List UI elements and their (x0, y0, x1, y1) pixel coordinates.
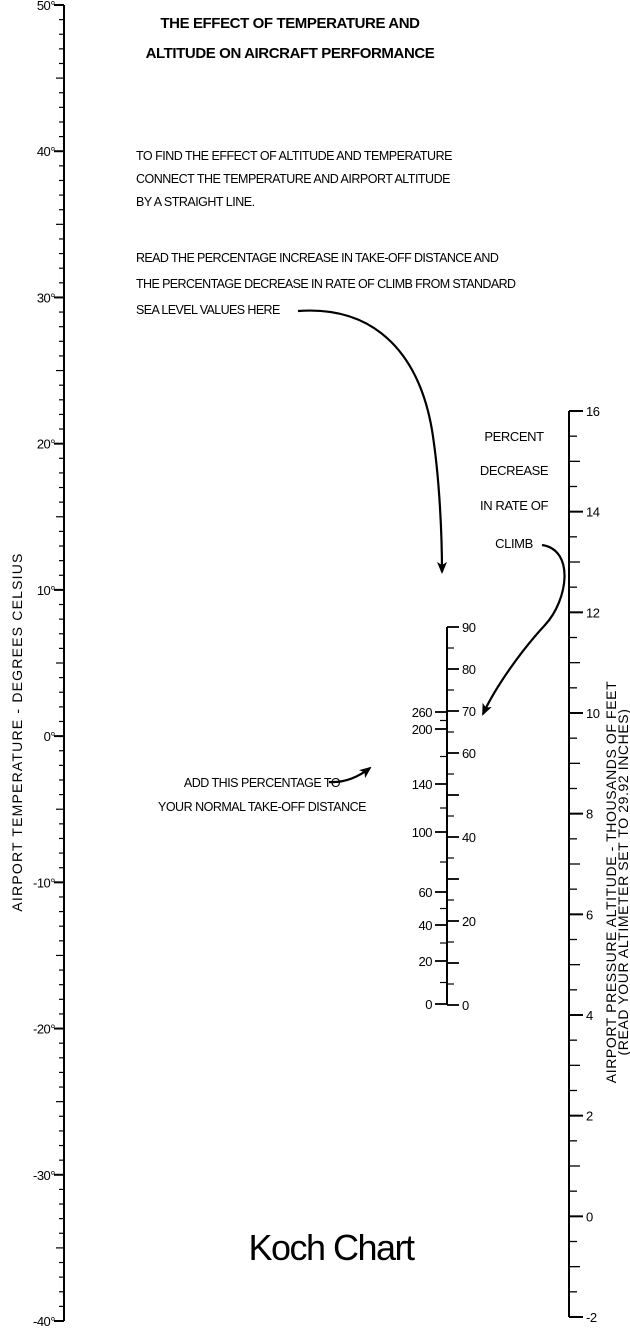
climb-tick-label: 20 (462, 914, 476, 929)
takeoff-tick-label: 140 (412, 777, 432, 792)
chart-title-line2: ALTITUDE ON AIRCRAFT PERFORMANCE (146, 45, 435, 62)
climb-tick-label: 80 (462, 662, 476, 677)
chart-name: Koch Chart (248, 1227, 415, 1268)
instruction-line: CONNECT THE TEMPERATURE AND AIRPORT ALTI… (136, 172, 450, 186)
altitude-tick-label: 10 (586, 706, 600, 721)
instruction-line: SEA LEVEL VALUES HERE (136, 303, 280, 317)
takeoff-tick-label: 20 (419, 954, 433, 969)
altitude-tick-label: 14 (586, 505, 600, 520)
takeoff-tick-label: 100 (412, 825, 432, 840)
read-here-arrow (297, 309, 447, 574)
takeoff-tick-label: 260 (412, 705, 432, 720)
temperature-tick-label: -30° (33, 1168, 55, 1183)
altitude-tick-label: 6 (586, 907, 593, 922)
climb-tick-label: 70 (462, 704, 476, 719)
takeoff-arrow (328, 766, 372, 784)
climb-tick-label: 40 (462, 830, 476, 845)
temperature-tick-label: -40° (33, 1314, 55, 1329)
takeoff-tick-label: 0 (425, 997, 432, 1012)
climb-arrow (482, 543, 566, 716)
altitude-tick-label: -2 (586, 1310, 597, 1325)
temperature-tick-label: 30° (37, 290, 55, 305)
temperature-axis-label: AIRPORT TEMPERATURE - DEGREES CELSIUS (9, 552, 25, 911)
temperature-tick-label: 20° (37, 437, 55, 452)
altitude-scale: 16 14 12 10 8 6 4 2 0 -2 (568, 404, 600, 1325)
temperature-tick-label: 40° (37, 144, 55, 159)
altitude-tick-label: 2 (586, 1109, 593, 1124)
climb-note-line: IN RATE OF (480, 498, 548, 513)
altitude-axis-sublabel: (READ YOUR ALTIMETER SET TO 29.92 INCHES… (615, 709, 630, 1056)
instruction-line: TO FIND THE EFFECT OF ALTITUDE AND TEMPE… (136, 149, 452, 163)
temperature-tick-label: 10° (37, 583, 55, 598)
climb-note-line: DECREASE (480, 463, 549, 478)
temperature-tick-label: 0° (44, 729, 56, 744)
altitude-tick-label: 16 (586, 404, 600, 419)
instruction-line: READ THE PERCENTAGE INCREASE IN TAKE-OFF… (136, 251, 499, 265)
takeoff-tick-label: 40 (419, 918, 433, 933)
temperature-scale: 50° 40° 30° 20° 10° 0° -10° -20° -30° -40° (33, 0, 65, 1329)
instruction-line: THE PERCENTAGE DECREASE IN RATE OF CLIMB… (136, 277, 516, 291)
altitude-tick-label: 0 (586, 1209, 593, 1224)
climb-tick-label: 60 (462, 746, 476, 761)
chart-title-line1: THE EFFECT OF TEMPERATURE AND (160, 15, 420, 32)
climb-note-line: PERCENT (484, 429, 544, 444)
altitude-tick-label: 4 (586, 1008, 593, 1023)
altitude-tick-label: 12 (586, 605, 600, 620)
takeoff-tick-label: 60 (419, 885, 433, 900)
temperature-tick-label: -20° (33, 1022, 55, 1037)
climb-tick-label: 0 (462, 998, 469, 1013)
altitude-axis-label: AIRPORT PRESSURE ALTITUDE - THOUSANDS OF… (603, 681, 619, 1083)
temperature-tick-label: -10° (33, 875, 55, 890)
altitude-tick-label: 8 (586, 807, 593, 822)
temperature-tick-label: 50° (37, 0, 55, 13)
takeoff-note-line: ADD THIS PERCENTAGE TO (184, 776, 341, 790)
takeoff-note-line: YOUR NORMAL TAKE-OFF DISTANCE (158, 800, 366, 814)
instruction-line: BY A STRAIGHT LINE. (136, 195, 255, 209)
climb-tick-label: 90 (462, 620, 476, 635)
takeoff-tick-label: 200 (412, 722, 432, 737)
climb-note-line: CLIMB (495, 536, 533, 551)
